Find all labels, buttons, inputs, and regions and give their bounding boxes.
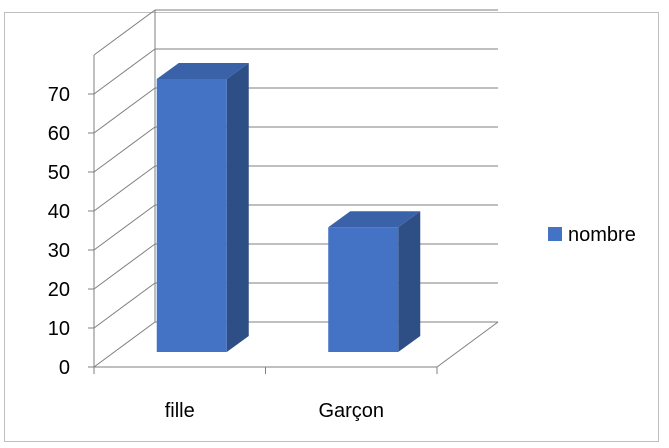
y-tick-label: 60 [48,123,70,145]
x-category-labels: fille Garçon [165,400,384,422]
y-tick-label: 20 [48,279,70,301]
gridline-diagonal [93,243,156,290]
gridline-diagonal [93,282,156,329]
bar-front [156,79,227,352]
axes [88,10,499,374]
bar-top [156,63,249,79]
y-tick-label: 50 [48,162,70,184]
bar-side [226,63,249,352]
y-tick-label: 0 [59,357,70,379]
gridline-diagonal [93,204,156,251]
bars [156,63,421,352]
gridline-diagonal [93,126,156,173]
gridline-diagonal [93,321,156,368]
bar-side [398,211,421,352]
y-tick-label: 10 [48,318,70,340]
legend-label-nombre: nombre [568,224,636,246]
bar-garçon [328,211,421,352]
bar-top [328,211,421,228]
gridline-diagonal [93,165,156,212]
bar-fille [156,63,249,352]
legend: nombre [548,224,636,246]
floor-edge [436,321,499,368]
gridline-diagonal [93,87,156,134]
bar-front [328,227,399,352]
legend-swatch-nombre [548,227,562,241]
x-category-label: fille [165,400,195,422]
y-tick-label: 30 [48,240,70,262]
y-tick-labels: 0 10 20 30 40 50 60 70 [48,84,70,379]
y-tick-label: 70 [48,84,70,106]
x-category-label: Garçon [318,400,384,422]
y-tick-label: 40 [48,201,70,223]
gridline-diagonal [93,9,156,56]
gridline-diagonal [93,48,156,95]
